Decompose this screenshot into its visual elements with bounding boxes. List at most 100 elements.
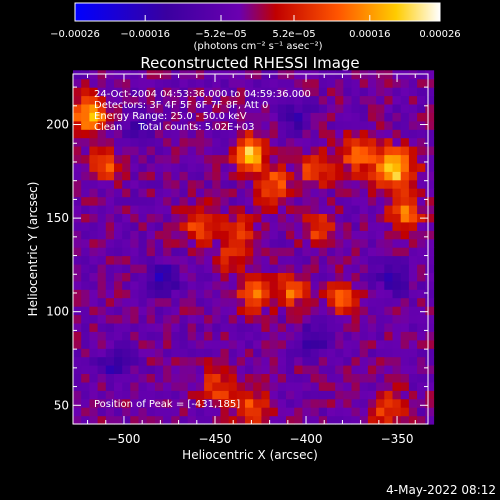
- heatmap-cell: [105, 154, 115, 164]
- heatmap-cell: [286, 348, 295, 358]
- heatmap-cell: [195, 348, 205, 358]
- heatmap-cell: [73, 95, 82, 105]
- heatmap-cell: [81, 247, 90, 257]
- heatmap-cell: [146, 196, 156, 206]
- heatmap-cell: [163, 398, 172, 408]
- heatmap-cell: [253, 171, 262, 181]
- heatmap-cell: [204, 78, 213, 88]
- heatmap-cell: [220, 103, 230, 113]
- heatmap-cell: [187, 230, 197, 240]
- heatmap-cell: [73, 264, 82, 273]
- heatmap-cell: [122, 171, 131, 181]
- heatmap-cell: [212, 264, 222, 273]
- heatmap-cell: [327, 322, 336, 332]
- heatmap-cell: [286, 306, 295, 316]
- heatmap-cell: [187, 356, 197, 366]
- x-tick-label: −350: [381, 432, 414, 446]
- heatmap-cell: [146, 373, 156, 383]
- heatmap-cell: [310, 415, 320, 425]
- heatmap-cell: [171, 331, 181, 341]
- heatmap-cell: [359, 87, 369, 97]
- heatmap-cell: [195, 213, 205, 223]
- heatmap-cell: [171, 162, 181, 172]
- heatmap-cell: [154, 238, 164, 248]
- heatmap-cell: [310, 373, 320, 383]
- heatmap-cell: [122, 339, 131, 349]
- heatmap-cell: [220, 322, 230, 332]
- heatmap-cell: [245, 398, 254, 408]
- heatmap-cell: [294, 205, 303, 214]
- heatmap-cell: [408, 188, 418, 198]
- heatmap-cell: [310, 95, 320, 105]
- heatmap-cell: [417, 314, 426, 324]
- heatmap-cell: [204, 87, 213, 97]
- heatmap-cell: [171, 339, 181, 349]
- heatmap-cell: [187, 247, 197, 257]
- heatmap-cell: [359, 112, 369, 122]
- heatmap-cell: [269, 70, 279, 80]
- heatmap-cell: [253, 314, 262, 324]
- heatmap-cell: [179, 322, 189, 332]
- heatmap-cell: [343, 120, 353, 130]
- heatmap-cell: [359, 297, 369, 307]
- heatmap-cell: [81, 213, 90, 223]
- heatmap-cell: [351, 272, 361, 282]
- heatmap-cell: [122, 331, 131, 341]
- heatmap-cell: [261, 297, 271, 307]
- heatmap-cell: [146, 407, 156, 417]
- heatmap-cell: [367, 297, 377, 307]
- heatmap-cell: [343, 373, 353, 383]
- heatmap-cell: [359, 230, 369, 240]
- heatmap-cell: [384, 314, 394, 324]
- heatmap-cell: [302, 255, 312, 265]
- heatmap-cell: [130, 196, 140, 206]
- heatmap-cell: [212, 280, 222, 290]
- heatmap-cell: [302, 87, 312, 97]
- heatmap-cell: [138, 205, 148, 214]
- heatmap-cell: [73, 120, 82, 130]
- heatmap-cell: [351, 87, 361, 97]
- heatmap-cell: [89, 120, 99, 130]
- heatmap-cell: [425, 264, 435, 273]
- heatmap-cell: [212, 390, 222, 400]
- heatmap-cell: [89, 398, 99, 408]
- heatmap-cell: [253, 381, 262, 391]
- heatmap-cell: [408, 213, 418, 223]
- heatmap-cell: [269, 381, 279, 391]
- heatmap-cell: [384, 339, 394, 349]
- heatmap-cell: [343, 95, 353, 105]
- heatmap-cell: [302, 365, 312, 374]
- heatmap-cell: [105, 129, 115, 139]
- heatmap-cell: [245, 407, 254, 417]
- heatmap-cell: [302, 103, 312, 113]
- heatmap-cell: [310, 306, 320, 316]
- heatmap-cell: [236, 322, 246, 332]
- heatmap-cell: [130, 297, 140, 307]
- heatmap-cell: [105, 398, 115, 408]
- heatmap-cell: [318, 87, 328, 97]
- heatmap-cell: [384, 398, 394, 408]
- heatmap-cell: [335, 398, 344, 408]
- heatmap-cell: [187, 129, 197, 139]
- heatmap-cell: [318, 314, 328, 324]
- heatmap-cell: [114, 365, 123, 374]
- heatmap-cell: [97, 162, 107, 172]
- heatmap-cell: [138, 213, 148, 223]
- heatmap-cell: [261, 230, 271, 240]
- heatmap-cell: [146, 162, 156, 172]
- heatmap-cell: [384, 230, 394, 240]
- heatmap-cell: [171, 230, 181, 240]
- heatmap-cell: [351, 255, 361, 265]
- heatmap-cell: [392, 247, 402, 257]
- heatmap-cell: [114, 238, 123, 248]
- heatmap-cell: [318, 154, 328, 164]
- heatmap-cell: [384, 154, 394, 164]
- heatmap-cell: [351, 415, 361, 425]
- y-tick-label: 100: [46, 305, 69, 319]
- heatmap-cell: [81, 306, 90, 316]
- heatmap-cell: [376, 289, 385, 299]
- heatmap-cell: [245, 322, 254, 332]
- heatmap-cell: [294, 255, 303, 265]
- heatmap-cell: [89, 390, 99, 400]
- heatmap-cell: [73, 171, 82, 181]
